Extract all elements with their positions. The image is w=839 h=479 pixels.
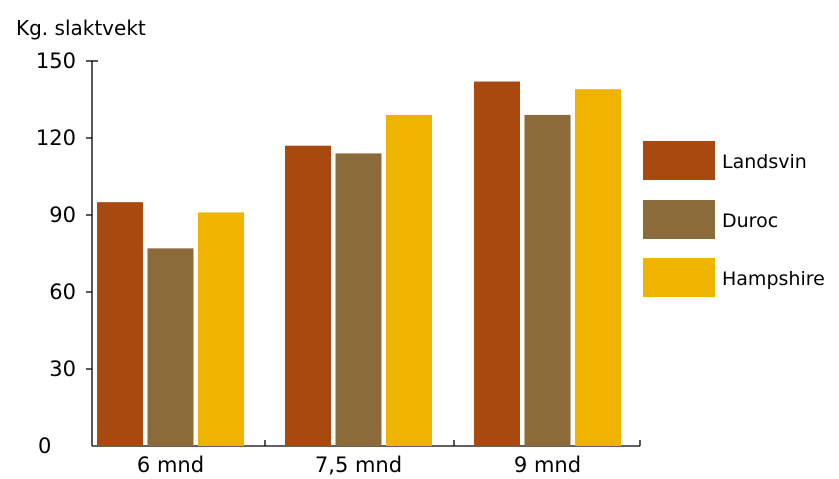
y-tick-label: 120: [36, 126, 76, 150]
x-category-label: 6 mnd: [137, 453, 204, 475]
x-category-label: 7,5 mnd: [315, 453, 402, 475]
y-tick-label: 90: [49, 203, 76, 227]
bar-landsvin-1: [97, 202, 143, 446]
y-tick-label: 150: [36, 49, 76, 73]
y-axis-title: Kg. slaktvekt: [16, 16, 146, 40]
bar-hampshire-1: [198, 212, 244, 446]
y-tick-label: 0: [38, 434, 51, 458]
bar-hampshire-3: [575, 89, 621, 446]
legend-swatch-duroc: [643, 200, 715, 239]
legend-label-duroc: Duroc: [722, 210, 778, 232]
legend-label-landsvin: Landsvin: [722, 151, 807, 173]
x-category-label: 9 mnd: [514, 453, 581, 475]
bar-duroc-3: [524, 114, 571, 447]
legend-label-hampshire: Hampshire: [722, 268, 825, 290]
bars: 6 mnd 7,5 mnd 9 mnd: [97, 81, 621, 477]
legend: Landsvin Duroc Hampshire: [643, 141, 825, 297]
bar-hampshire-2: [386, 114, 432, 447]
bar-duroc-2: [335, 153, 382, 446]
bar-landsvin-2: [285, 145, 331, 446]
legend-swatch-hampshire: [643, 258, 715, 297]
legend-swatch-landsvin: [643, 141, 715, 180]
bar-duroc-1: [147, 248, 194, 446]
bar-landsvin-3: [474, 81, 520, 447]
y-tick-label: 60: [49, 280, 76, 304]
y-tick-label: 30: [49, 357, 76, 381]
